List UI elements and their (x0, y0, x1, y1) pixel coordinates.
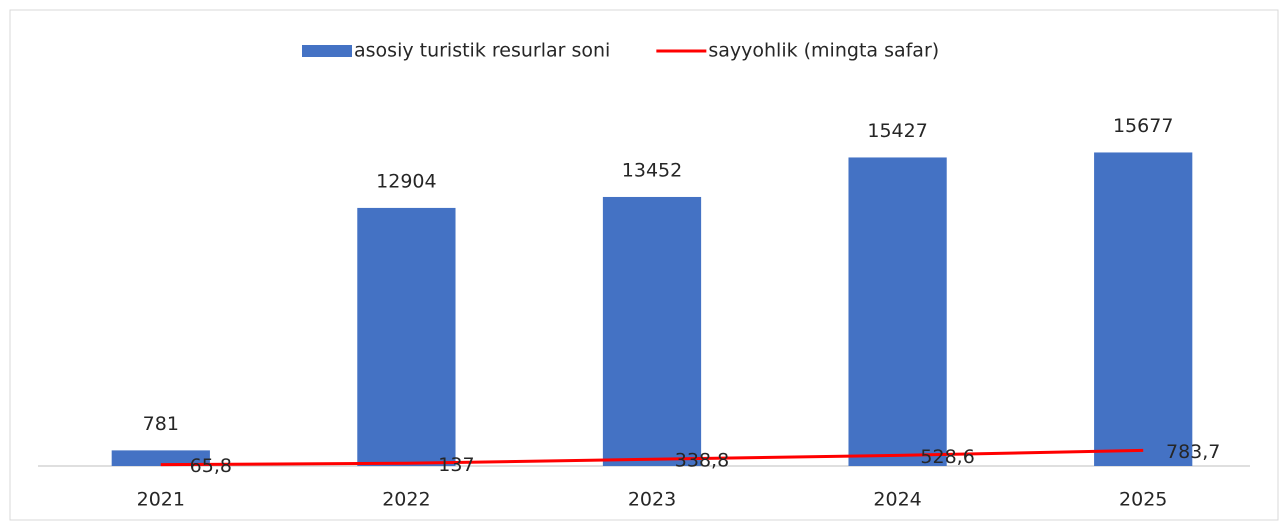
legend-label: sayyohlik (mingta safar) (708, 40, 939, 62)
data-label: 338,8 (675, 450, 729, 472)
data-label: 13452 (622, 159, 682, 181)
x-tick-label: 2022 (382, 489, 430, 511)
bar (848, 157, 947, 466)
bar (111, 450, 210, 466)
x-tick-label: 2025 (1119, 489, 1167, 511)
legend-swatch (302, 45, 352, 57)
bar (602, 196, 702, 466)
x-tick-label: 2023 (628, 489, 676, 511)
data-label: 783,7 (1166, 441, 1220, 463)
bar (357, 207, 456, 467)
data-label: 528,6 (920, 446, 974, 468)
x-tick-label: 2024 (873, 489, 921, 511)
line (160, 448, 1144, 467)
data-label: 15677 (1113, 115, 1173, 137)
bar (1094, 152, 1193, 466)
data-label: 137 (438, 454, 474, 476)
legend-label: asosiy turistik resurlar soni (354, 40, 610, 62)
x-tick-label: 2021 (137, 489, 185, 511)
data-label: 15427 (867, 120, 927, 142)
data-label: 781 (143, 413, 179, 435)
data-label: 65,8 (190, 455, 232, 477)
data-label: 12904 (376, 170, 436, 192)
